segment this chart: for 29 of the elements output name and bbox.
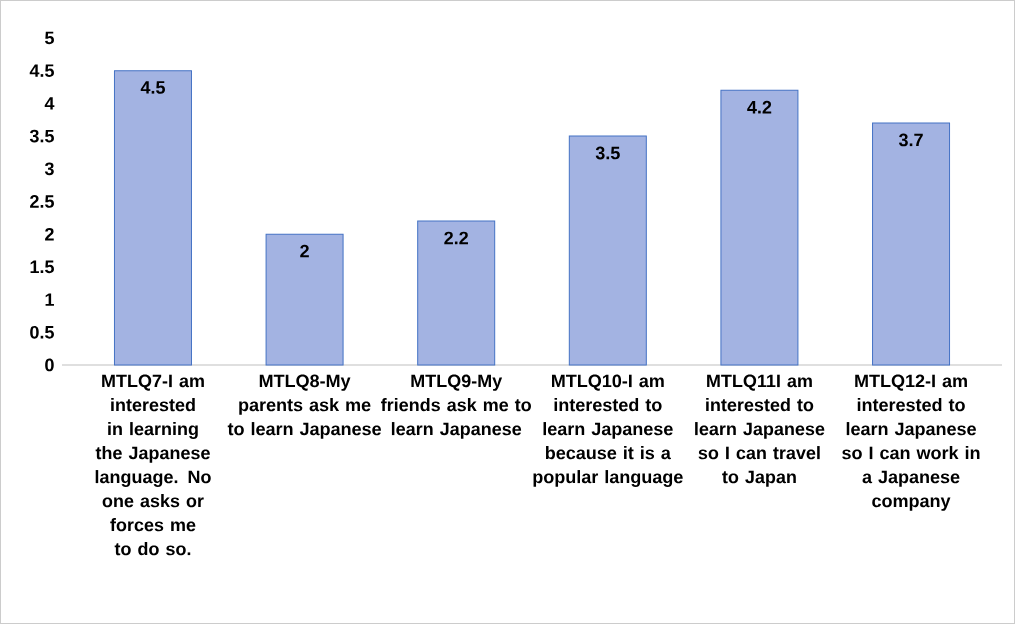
x-tick-label: MTLQ9-My friends ask me to learn Japanese xyxy=(380,374,531,439)
data-label: 3.5 xyxy=(595,146,620,160)
bar xyxy=(568,135,647,366)
x-tick-label: MTLQ8-My parents ask me to learn Japanese xyxy=(227,374,381,439)
y-tick-label: 1.5 xyxy=(30,260,54,274)
y-tick-label: 0.5 xyxy=(30,325,54,339)
y-tick-label: 4.5 xyxy=(29,64,54,77)
bar xyxy=(113,70,192,366)
y-tick-label: 5 xyxy=(45,31,54,45)
x-tick-label: MTLQ12-I am interested to learn Japanese so I can work in a Japanese company xyxy=(842,374,980,511)
y-tick-label: 2 xyxy=(45,227,54,241)
y-tick-label: 2.5 xyxy=(30,195,54,208)
bar xyxy=(417,220,496,366)
y-tick-label: 0 xyxy=(45,358,54,372)
data-label: 4.2 xyxy=(747,100,772,114)
data-label: 4.5 xyxy=(140,81,165,94)
y-tick-label: 3 xyxy=(44,162,54,176)
y-tick-label: 4 xyxy=(44,97,55,110)
x-tick-label: MTLQ10-I am interested to learn Japanese because it is a popular language xyxy=(533,374,683,487)
data-label: 3.7 xyxy=(898,133,923,147)
data-label: 2 xyxy=(300,244,309,258)
bar xyxy=(720,89,799,366)
x-tick-label: MTLQ11I am interested to learn Japanese so I can travel to Japan xyxy=(695,374,825,487)
y-tick-label: 3.5 xyxy=(29,129,54,143)
bar xyxy=(872,122,951,366)
bar xyxy=(265,233,344,366)
data-label: 2.2 xyxy=(444,231,468,245)
x-tick-label: MTLQ7-I am interested in learning the Japanese language. No one asks or forces me to do so. xyxy=(95,374,211,556)
y-tick-label: 1 xyxy=(45,293,54,306)
